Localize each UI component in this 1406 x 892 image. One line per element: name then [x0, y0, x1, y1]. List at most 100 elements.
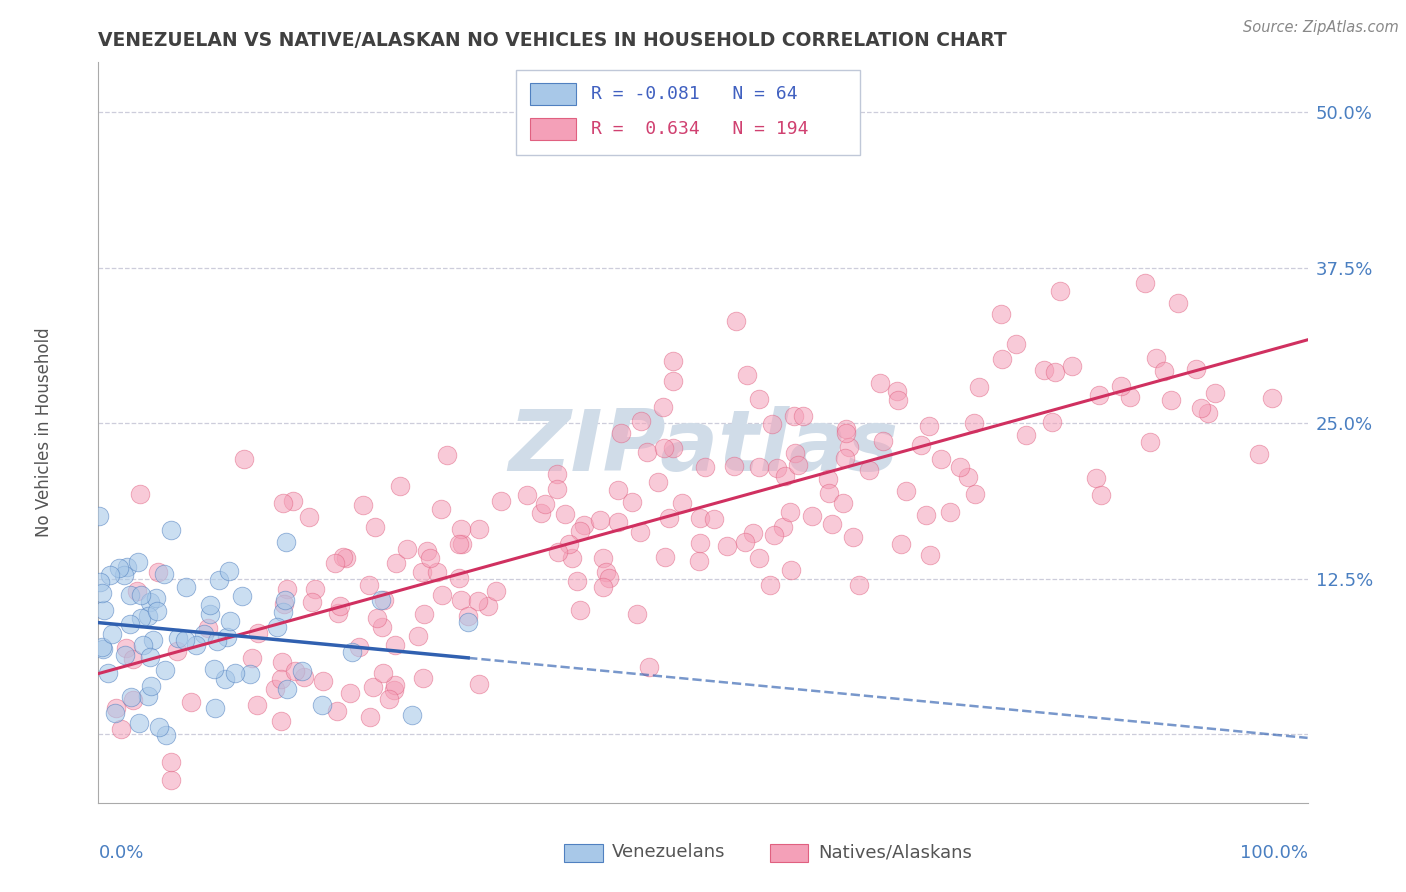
Point [1040, 416, 1063, 430]
Point [231, 590, 253, 604]
Point [184, 639, 207, 653]
Point [1119, 390, 1142, 404]
Point [703, 512, 725, 526]
Point [630, 524, 652, 539]
Point [291, 664, 314, 678]
Point [626, 607, 648, 621]
Point [858, 463, 880, 477]
Point [385, 556, 408, 570]
Point [274, 593, 297, 607]
Point [271, 605, 294, 619]
Point [1060, 359, 1083, 373]
Point [104, 701, 127, 715]
Point [1015, 428, 1038, 442]
Point [963, 487, 986, 501]
Text: 100.0%: 100.0% [1240, 844, 1308, 862]
Point [138, 689, 160, 703]
Point [153, 663, 176, 677]
Point [546, 467, 568, 482]
Point [202, 662, 225, 676]
Point [198, 598, 221, 612]
Point [607, 483, 630, 497]
Point [219, 615, 242, 629]
Point [761, 417, 783, 432]
Point [312, 674, 335, 689]
Point [342, 645, 364, 659]
Point [401, 708, 423, 723]
Point [772, 520, 794, 534]
Point [748, 550, 770, 565]
Point [780, 563, 803, 577]
Point [592, 551, 614, 566]
Point [1090, 488, 1112, 502]
Point [534, 497, 557, 511]
Point [1032, 363, 1054, 377]
Point [457, 608, 479, 623]
Point [725, 314, 748, 328]
Point [763, 527, 786, 541]
Point [148, 565, 170, 579]
Point [378, 691, 401, 706]
Point [1084, 471, 1107, 485]
Point [121, 652, 143, 666]
Point [384, 678, 406, 692]
FancyBboxPatch shape [530, 118, 576, 140]
Point [918, 549, 941, 563]
Point [114, 640, 136, 655]
Point [266, 620, 288, 634]
Point [748, 460, 770, 475]
Point [468, 677, 491, 691]
Point [1109, 379, 1132, 393]
Point [174, 580, 197, 594]
Point [301, 595, 323, 609]
Point [817, 472, 839, 486]
Point [298, 510, 321, 524]
Point [335, 550, 357, 565]
Point [205, 634, 228, 648]
Point [915, 508, 938, 522]
Point [395, 541, 418, 556]
Point [1197, 406, 1219, 420]
Point [967, 380, 990, 394]
Point [636, 444, 658, 458]
Point [166, 643, 188, 657]
Point [450, 522, 472, 536]
Point [872, 434, 894, 448]
Point [246, 698, 269, 712]
Text: Source: ZipAtlas.com: Source: ZipAtlas.com [1243, 20, 1399, 35]
Point [246, 626, 269, 640]
Point [87, 509, 110, 524]
Point [384, 638, 406, 652]
Point [411, 565, 433, 579]
Point [595, 566, 617, 580]
Point [276, 682, 298, 697]
Point [413, 607, 436, 622]
Point [122, 692, 145, 706]
Point [1139, 434, 1161, 449]
Point [366, 610, 388, 624]
Point [654, 549, 676, 564]
Point [766, 461, 789, 475]
Point [193, 627, 215, 641]
Point [129, 487, 152, 501]
Text: No Vehicles in Household: No Vehicles in Household [35, 327, 53, 538]
Point [270, 714, 292, 728]
Point [214, 673, 236, 687]
Point [91, 642, 114, 657]
Point [786, 458, 808, 472]
Point [127, 555, 149, 569]
Point [546, 482, 568, 496]
Point [835, 426, 858, 441]
Point [716, 540, 738, 554]
Point [332, 549, 354, 564]
Point [373, 593, 395, 607]
Point [198, 607, 221, 621]
Point [112, 568, 135, 582]
Point [93, 603, 115, 617]
Point [990, 307, 1012, 321]
Point [382, 683, 405, 698]
Text: R =  0.634   N = 194: R = 0.634 N = 194 [591, 120, 808, 138]
Point [468, 522, 491, 536]
Point [1185, 361, 1208, 376]
Point [328, 606, 350, 620]
